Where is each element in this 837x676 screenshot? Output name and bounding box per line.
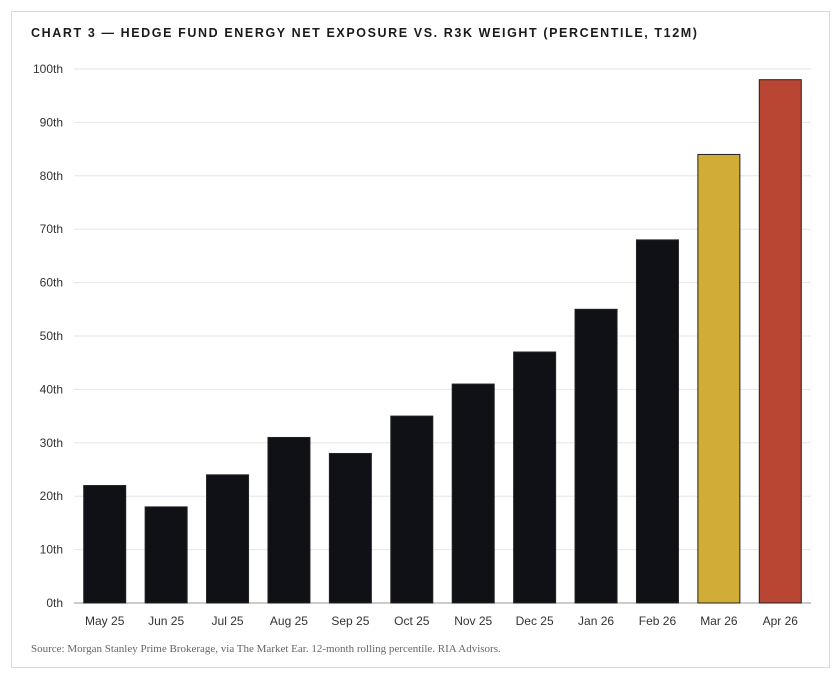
chart-title: CHART 3 — HEDGE FUND ENERGY NET EXPOSURE… [31, 26, 699, 40]
x-tick-label: Oct 25 [394, 614, 430, 628]
bar [328, 452, 372, 604]
y-tick-label: 100th [33, 62, 63, 76]
y-tick-label: 20th [40, 489, 63, 503]
bar [267, 436, 311, 604]
bar [451, 383, 495, 604]
y-tick-label: 90th [40, 115, 63, 129]
x-tick-label: Jul 25 [212, 614, 244, 628]
bar [390, 415, 434, 604]
x-tick-label: May 25 [85, 614, 125, 628]
x-tick-label: Feb 26 [639, 614, 677, 628]
y-tick-label: 60th [40, 276, 63, 290]
y-tick-label: 80th [40, 169, 63, 183]
bar [144, 506, 188, 604]
y-tick-label: 0th [46, 596, 63, 610]
x-tick-label: Jan 26 [578, 614, 614, 628]
y-tick-label: 10th [40, 543, 63, 557]
y-tick-label: 30th [40, 436, 63, 450]
x-tick-label: Sep 25 [331, 614, 369, 628]
x-tick-label: Nov 25 [454, 614, 492, 628]
bar [574, 308, 618, 604]
bar [206, 474, 250, 604]
bar [697, 153, 741, 604]
bar [635, 239, 679, 604]
y-tick-label: 40th [40, 382, 63, 396]
x-tick-label: Mar 26 [700, 614, 738, 628]
bar [758, 79, 802, 604]
x-tick-label: Aug 25 [270, 614, 308, 628]
chart-source: Source: Morgan Stanley Prime Brokerage, … [31, 643, 501, 655]
bar [513, 351, 557, 604]
y-tick-label: 50th [40, 329, 63, 343]
x-tick-label: Jun 25 [148, 614, 184, 628]
y-tick-label: 70th [40, 222, 63, 236]
x-tick-label: Apr 26 [763, 614, 799, 628]
bar [83, 485, 127, 604]
x-tick-label: Dec 25 [516, 614, 554, 628]
